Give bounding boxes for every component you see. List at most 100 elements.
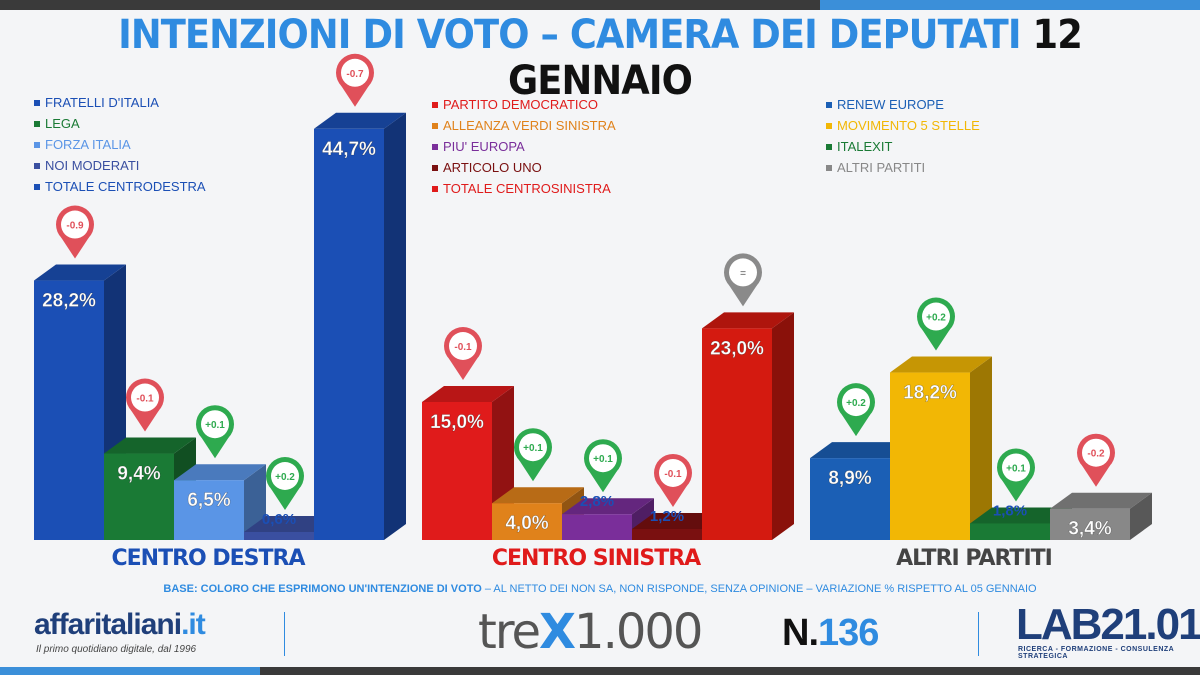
legend-label: RENEW EUROPE bbox=[837, 97, 944, 112]
change-marker-tail bbox=[588, 470, 618, 493]
group-label: ALTRI PARTITI bbox=[896, 546, 1052, 571]
legend-item: FRATELLI D'ITALIA bbox=[34, 92, 206, 113]
bar-top bbox=[1050, 492, 1152, 509]
bar-side bbox=[772, 312, 794, 540]
change-marker-tail bbox=[841, 414, 871, 437]
legend-label: NOI MODERATI bbox=[45, 158, 140, 173]
bar-top bbox=[890, 356, 992, 373]
change-marker-label: +0.1 bbox=[593, 454, 613, 465]
change-marker-inner bbox=[201, 410, 229, 439]
legend-label: ITALEXIT bbox=[837, 139, 893, 154]
trex-prefix: tre bbox=[478, 604, 541, 660]
legend-swatch bbox=[34, 120, 40, 127]
legend-item: ALTRI PARTITI bbox=[826, 157, 980, 178]
bar bbox=[492, 503, 562, 540]
legend-item: ARTICOLO UNO bbox=[432, 157, 616, 178]
change-marker-label: +0.2 bbox=[275, 472, 295, 483]
legend-swatch bbox=[432, 164, 438, 171]
legend-label: FORZA ITALIA bbox=[45, 137, 131, 152]
change-marker-tail bbox=[658, 485, 688, 507]
legend-swatch bbox=[826, 101, 832, 108]
legend-label: ARTICOLO UNO bbox=[443, 160, 542, 175]
affaritaliani-name: affaritaliani bbox=[34, 608, 182, 641]
issue-prefix: N. bbox=[782, 612, 819, 654]
affaritaliani-logo: affaritaliani.it bbox=[34, 608, 206, 642]
group-label: CENTRO DESTRA bbox=[111, 546, 305, 571]
legend-item: NOI MODERATI bbox=[34, 155, 206, 176]
change-marker-inner bbox=[449, 332, 477, 360]
bar bbox=[970, 523, 1050, 540]
legend-label: ALLEANZA VERDI SINISTRA bbox=[443, 118, 616, 133]
change-marker-inner bbox=[659, 458, 687, 487]
legend-item: PARTITO DEMOCRATICO bbox=[432, 94, 616, 115]
bottom-bar bbox=[0, 667, 1200, 675]
bar-top bbox=[314, 112, 406, 129]
bar-top bbox=[104, 437, 196, 454]
footer-divider-2 bbox=[978, 612, 979, 656]
bar-value-label: 15,0% bbox=[430, 412, 484, 433]
change-marker-label: -0.1 bbox=[454, 342, 472, 353]
issue-number: N.136 bbox=[782, 612, 879, 655]
lab2101-tagline: RICERCA - FORMAZIONE - CONSULENZA STRATE… bbox=[1018, 646, 1174, 660]
change-marker-inner bbox=[589, 444, 617, 473]
legend-item: PIU' EUROPA bbox=[432, 136, 616, 157]
lab2101-logo: LAB21.01 bbox=[1016, 600, 1200, 649]
legend-centrosinistra: PARTITO DEMOCRATICO ALLEANZA VERDI SINIST… bbox=[432, 94, 616, 199]
bar-top bbox=[492, 487, 584, 504]
change-marker-tail bbox=[921, 328, 951, 351]
legend-label: MOVIMENTO 5 STELLE bbox=[837, 118, 980, 133]
page-title: INTENZIONI DI VOTO – CAMERA DEI DEPUTATI… bbox=[48, 12, 1152, 104]
top-bar-accent bbox=[820, 0, 1200, 10]
legend-swatch bbox=[826, 143, 832, 150]
legend-altri: RENEW EUROPE MOVIMENTO 5 STELLE ITALEXIT AL… bbox=[826, 94, 980, 178]
bar-value-label: 4,0% bbox=[505, 513, 548, 534]
change-marker-inner bbox=[842, 388, 870, 417]
bar bbox=[632, 528, 702, 540]
bar-top bbox=[34, 264, 126, 281]
bar bbox=[702, 328, 772, 540]
group-label: CENTRO SINISTRA bbox=[492, 546, 701, 571]
legend-swatch bbox=[34, 141, 40, 148]
change-marker-label: -0.2 bbox=[1087, 449, 1105, 460]
bar-value-label: 8,9% bbox=[828, 468, 871, 489]
bar-top bbox=[562, 498, 654, 515]
top-bar bbox=[0, 0, 1200, 10]
bar-value-label: 0,6% bbox=[262, 511, 296, 528]
legend-label: PARTITO DEMOCRATICO bbox=[443, 97, 599, 112]
bar-side bbox=[1130, 492, 1152, 540]
change-marker-label: -0.1 bbox=[664, 469, 682, 480]
bar-value-label: 18,2% bbox=[903, 383, 957, 404]
change-marker-inner bbox=[1082, 438, 1110, 467]
bar bbox=[890, 372, 970, 540]
issue-value: 136 bbox=[818, 612, 879, 654]
title-main: INTENZIONI DI VOTO – CAMERA DEI DEPUTATI bbox=[118, 12, 1021, 58]
legend-item: TOTALE CENTROSINISTRA bbox=[432, 178, 616, 199]
bar bbox=[174, 480, 244, 540]
bar-top bbox=[810, 442, 912, 459]
legend-swatch bbox=[34, 162, 40, 169]
legend-label: PIU' EUROPA bbox=[443, 139, 525, 154]
change-marker-label: = bbox=[740, 268, 746, 279]
bar-top bbox=[174, 464, 266, 481]
bar-value-label: 6,5% bbox=[187, 490, 230, 511]
legend-swatch bbox=[432, 185, 438, 192]
legend-item: FORZA ITALIA bbox=[34, 134, 206, 155]
change-marker-label: -0.7 bbox=[346, 69, 364, 80]
change-marker-label: +0.1 bbox=[523, 443, 543, 454]
legend-swatch bbox=[826, 164, 832, 171]
bar bbox=[34, 280, 104, 540]
bar-value-label: 3,4% bbox=[1068, 519, 1111, 540]
change-marker-inner bbox=[271, 462, 299, 490]
change-marker-inner bbox=[341, 58, 369, 87]
legend-label: LEGA bbox=[45, 116, 80, 131]
legend-item: LEGA bbox=[34, 113, 206, 134]
bar-side bbox=[384, 112, 406, 540]
footnote-bold: BASE: COLORO CHE ESPRIMONO UN'INTENZIONE… bbox=[163, 583, 482, 595]
change-marker-tail bbox=[60, 236, 90, 259]
legend-label: FRATELLI D'ITALIA bbox=[45, 95, 159, 110]
legend-label: TOTALE CENTROSINISTRA bbox=[443, 181, 611, 196]
legend-swatch bbox=[432, 143, 438, 150]
bar bbox=[810, 458, 890, 540]
trex-logo: treX1.000 bbox=[478, 604, 703, 660]
